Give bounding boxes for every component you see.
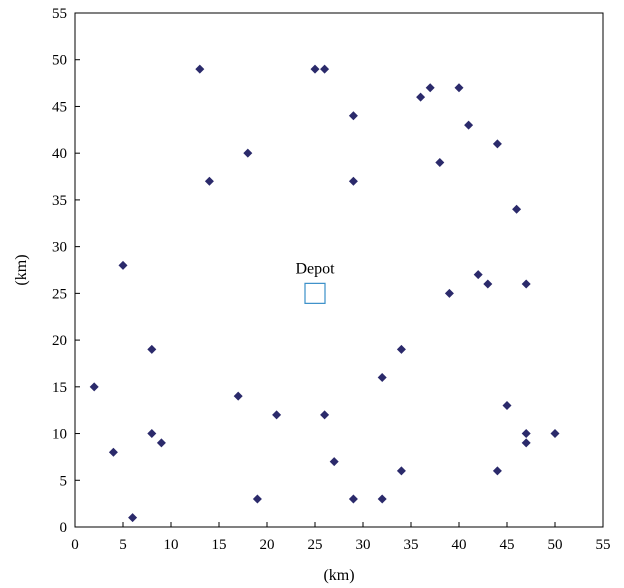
x-tick-label: 25 bbox=[308, 537, 323, 553]
depot-label: Depot bbox=[295, 260, 335, 277]
data-point-39 bbox=[550, 429, 560, 439]
data-point-38 bbox=[521, 438, 531, 448]
data-point-32 bbox=[492, 139, 502, 149]
data-point-6 bbox=[156, 438, 166, 448]
x-tick-label: 35 bbox=[404, 537, 419, 553]
data-point-11 bbox=[252, 494, 262, 504]
x-tick-label: 40 bbox=[452, 537, 467, 553]
x-axis: 0 5 10 15 20 25 30 35 40 45 50 55 bbox=[71, 522, 611, 553]
data-point-4 bbox=[147, 344, 157, 354]
x-tick-label: 30 bbox=[356, 537, 371, 553]
y-tick-label: 15 bbox=[52, 380, 67, 396]
data-point-36 bbox=[521, 279, 531, 289]
data-point-5 bbox=[147, 429, 157, 439]
x-axis-title: (km) bbox=[323, 567, 354, 584]
data-point-31 bbox=[483, 279, 493, 289]
x-tick-label: 55 bbox=[596, 537, 611, 553]
data-points bbox=[89, 64, 560, 523]
data-point-29 bbox=[464, 120, 474, 130]
x-tick-label: 20 bbox=[260, 537, 275, 553]
data-point-7 bbox=[195, 64, 205, 74]
x-tick-label: 10 bbox=[164, 537, 179, 553]
data-point-21 bbox=[377, 494, 387, 504]
y-tick-label: 40 bbox=[52, 146, 67, 162]
data-point-37 bbox=[521, 429, 531, 439]
y-tick-label: 25 bbox=[52, 286, 67, 302]
x-tick-label: 0 bbox=[71, 537, 79, 553]
data-point-15 bbox=[320, 410, 330, 420]
y-axis: 0 5 10 15 20 25 30 35 40 45 50 55 bbox=[52, 6, 80, 536]
y-tick-label: 5 bbox=[60, 473, 68, 489]
data-point-2 bbox=[118, 260, 128, 270]
y-tick-label: 10 bbox=[52, 427, 67, 443]
plot-area bbox=[74, 12, 604, 528]
data-point-34 bbox=[502, 401, 512, 411]
x-tick-label: 45 bbox=[500, 537, 515, 553]
data-point-13 bbox=[310, 64, 320, 74]
data-point-8 bbox=[204, 176, 214, 186]
data-point-14 bbox=[320, 64, 330, 74]
y-tick-label: 50 bbox=[52, 53, 67, 69]
y-tick-label: 0 bbox=[60, 520, 68, 536]
data-point-1 bbox=[108, 447, 118, 457]
y-axis-title: (km) bbox=[13, 254, 30, 285]
data-point-18 bbox=[348, 176, 358, 186]
data-point-20 bbox=[377, 372, 387, 382]
data-point-28 bbox=[454, 83, 464, 93]
data-point-17 bbox=[348, 111, 358, 121]
data-point-25 bbox=[425, 83, 435, 93]
y-tick-label: 45 bbox=[52, 99, 67, 115]
data-point-22 bbox=[396, 344, 406, 354]
data-point-35 bbox=[512, 204, 522, 214]
data-point-3 bbox=[128, 513, 138, 523]
x-tick-label: 50 bbox=[548, 537, 563, 553]
y-tick-label: 20 bbox=[52, 333, 67, 349]
depot-marker bbox=[304, 282, 326, 304]
data-point-9 bbox=[233, 391, 243, 401]
data-point-0 bbox=[89, 382, 99, 392]
data-point-30 bbox=[473, 270, 483, 280]
x-tick-label: 5 bbox=[119, 537, 127, 553]
data-point-33 bbox=[492, 466, 502, 476]
plot-border bbox=[74, 12, 604, 528]
x-tick-label: 15 bbox=[212, 537, 227, 553]
data-point-16 bbox=[329, 457, 339, 467]
data-point-23 bbox=[396, 466, 406, 476]
data-point-27 bbox=[444, 288, 454, 298]
data-point-24 bbox=[416, 92, 426, 102]
y-tick-label: 30 bbox=[52, 240, 67, 256]
y-tick-label: 35 bbox=[52, 193, 67, 209]
data-point-19 bbox=[348, 494, 358, 504]
depot-group: Depot bbox=[295, 260, 335, 304]
data-point-12 bbox=[272, 410, 282, 420]
y-tick-label: 55 bbox=[52, 6, 67, 22]
data-point-10 bbox=[243, 148, 253, 158]
data-point-26 bbox=[435, 158, 445, 168]
